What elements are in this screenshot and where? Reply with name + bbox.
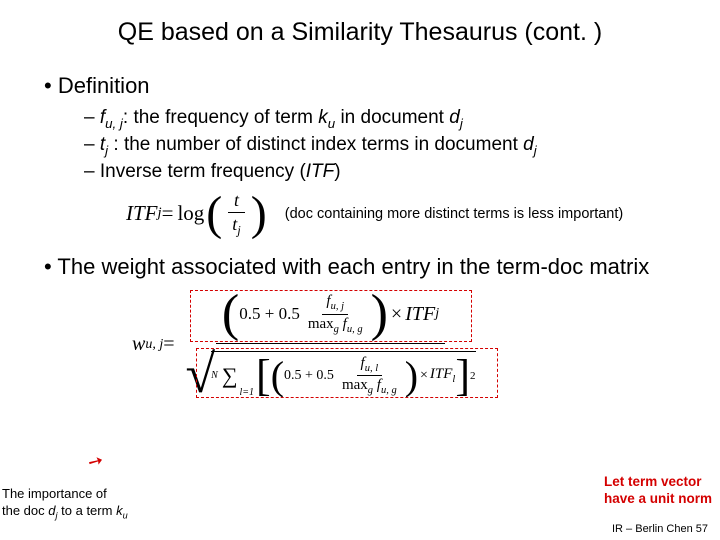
section-weight-heading: The weight associated with each entry in… bbox=[44, 253, 684, 281]
itf-formula: ITFj = log ( t tj ) bbox=[126, 189, 267, 239]
weight-numerator: ( 0.5 + 0.5 fu, j maxg fu, g ) × ITFj bbox=[216, 288, 445, 344]
weight-formula-wrap: wu, j = ( 0.5 + 0.5 fu, j maxg fu, g ) ×… bbox=[132, 288, 684, 401]
slide-footer: IR – Berlin Chen 57 bbox=[612, 523, 708, 535]
weight-denominator: √ N ∑ l=1 [ ( 0.5 + 0.5 fu, l maxg fu, g… bbox=[180, 344, 482, 401]
annotation-right: Let term vector have a unit norm bbox=[604, 473, 712, 508]
def-item-1: fu, j: the frequency of term ku in docum… bbox=[84, 107, 684, 131]
itf-formula-row: ITFj = log ( t tj ) (doc containing more… bbox=[126, 189, 684, 239]
section-definition-heading: Definition bbox=[44, 73, 684, 99]
def-item-3: Inverse term frequency (ITF) bbox=[84, 161, 684, 183]
itf-note: (doc containing more distinct terms is l… bbox=[285, 206, 623, 222]
annotation-left: The importance of the doc dj to a term k… bbox=[2, 486, 128, 522]
arrow-icon: ➚ bbox=[84, 449, 108, 475]
def-item-2: tj : the number of distinct index terms … bbox=[84, 134, 684, 158]
slide-title: QE based on a Similarity Thesaurus (cont… bbox=[36, 18, 684, 47]
weight-formula: wu, j = ( 0.5 + 0.5 fu, j maxg fu, g ) ×… bbox=[132, 288, 684, 401]
